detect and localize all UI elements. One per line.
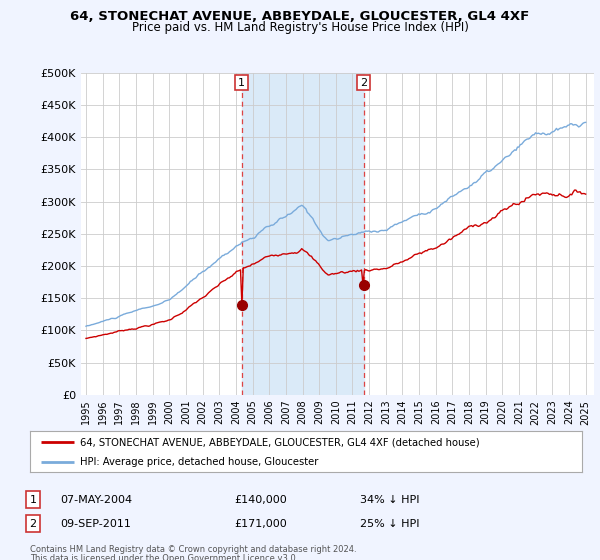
Text: 25% ↓ HPI: 25% ↓ HPI — [360, 519, 419, 529]
Text: 2: 2 — [29, 519, 37, 529]
Text: Contains HM Land Registry data © Crown copyright and database right 2024.: Contains HM Land Registry data © Crown c… — [30, 545, 356, 554]
Text: 64, STONECHAT AVENUE, ABBEYDALE, GLOUCESTER, GL4 4XF (detached house): 64, STONECHAT AVENUE, ABBEYDALE, GLOUCES… — [80, 437, 479, 447]
Text: HPI: Average price, detached house, Gloucester: HPI: Average price, detached house, Glou… — [80, 458, 318, 467]
Text: £171,000: £171,000 — [234, 519, 287, 529]
Text: £140,000: £140,000 — [234, 494, 287, 505]
Text: 1: 1 — [29, 494, 37, 505]
Text: This data is licensed under the Open Government Licence v3.0.: This data is licensed under the Open Gov… — [30, 554, 298, 560]
Bar — [242, 73, 364, 395]
Text: 64, STONECHAT AVENUE, ABBEYDALE, GLOUCESTER, GL4 4XF: 64, STONECHAT AVENUE, ABBEYDALE, GLOUCES… — [70, 10, 530, 23]
Text: 07-MAY-2004: 07-MAY-2004 — [60, 494, 132, 505]
Text: 1: 1 — [238, 78, 245, 87]
Text: 2: 2 — [360, 78, 367, 87]
Text: Price paid vs. HM Land Registry's House Price Index (HPI): Price paid vs. HM Land Registry's House … — [131, 21, 469, 34]
Text: 09-SEP-2011: 09-SEP-2011 — [60, 519, 131, 529]
Text: 34% ↓ HPI: 34% ↓ HPI — [360, 494, 419, 505]
